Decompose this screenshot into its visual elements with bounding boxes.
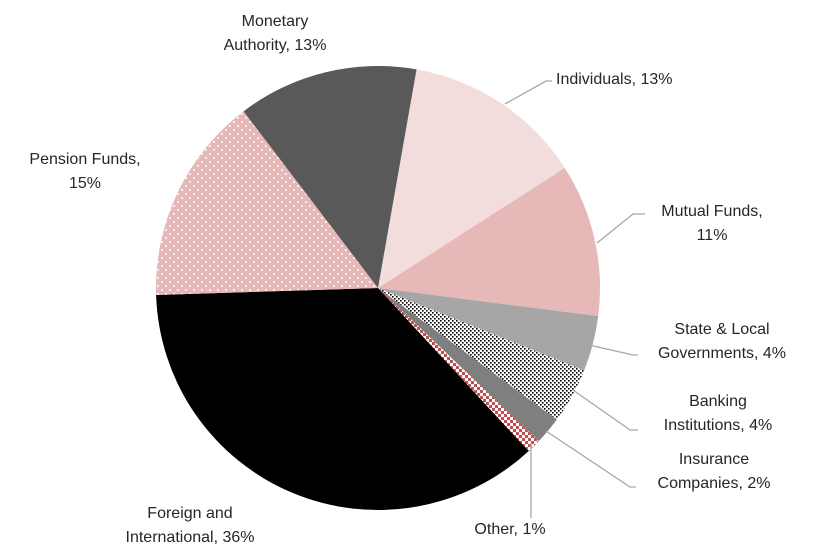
data-label-line: Governments, 4% xyxy=(658,345,786,362)
data-label-line: Foreign and xyxy=(147,505,232,522)
pie-slice xyxy=(378,288,599,371)
data-label-line: 15% xyxy=(69,175,101,192)
data-label-line: Other, 1% xyxy=(474,521,545,538)
pie-slice xyxy=(378,167,600,317)
data-label-line: Authority, 13% xyxy=(224,37,327,54)
data-label: Pension Funds, 15% xyxy=(29,151,140,192)
pie-slice xyxy=(378,288,585,420)
pie-slice xyxy=(378,288,557,442)
pie-slice xyxy=(156,288,529,511)
pie-slice xyxy=(243,65,417,288)
leader-line xyxy=(504,80,552,105)
data-label: Monetary Authority, 13% xyxy=(224,13,327,54)
data-label-line: Companies, 2% xyxy=(658,475,771,492)
data-label-line: Individuals, 13% xyxy=(556,71,673,88)
data-label-line: State & Local xyxy=(674,321,769,338)
data-label: Foreign and International, 36% xyxy=(126,505,255,546)
data-label-line: Institutions, 4% xyxy=(664,417,773,434)
data-label: Banking Institutions, 4% xyxy=(664,393,773,434)
pie-slice xyxy=(378,69,565,288)
data-label: Other, 1% xyxy=(474,521,545,538)
pie-slice xyxy=(378,288,539,452)
data-label-line: 11% xyxy=(697,227,728,244)
data-label-line: International, 36% xyxy=(126,529,255,546)
leader-line xyxy=(545,430,636,488)
pie-slice xyxy=(156,111,378,296)
leader-line xyxy=(596,213,645,244)
data-label-line: Pension Funds, xyxy=(29,151,140,168)
data-label: Insurance Companies, 2% xyxy=(658,451,771,492)
data-label: Mutual Funds, 11% xyxy=(661,203,762,244)
data-label-line: Monetary xyxy=(242,13,309,30)
data-label-line: Banking xyxy=(689,393,747,410)
leader-line xyxy=(588,344,638,356)
leader-line xyxy=(572,389,638,431)
data-label-line: Insurance xyxy=(679,451,749,468)
data-label: Individuals, 13% xyxy=(556,71,673,88)
data-label: State & Local Governments, 4% xyxy=(658,321,786,362)
data-label-line: Mutual Funds, xyxy=(661,203,762,220)
